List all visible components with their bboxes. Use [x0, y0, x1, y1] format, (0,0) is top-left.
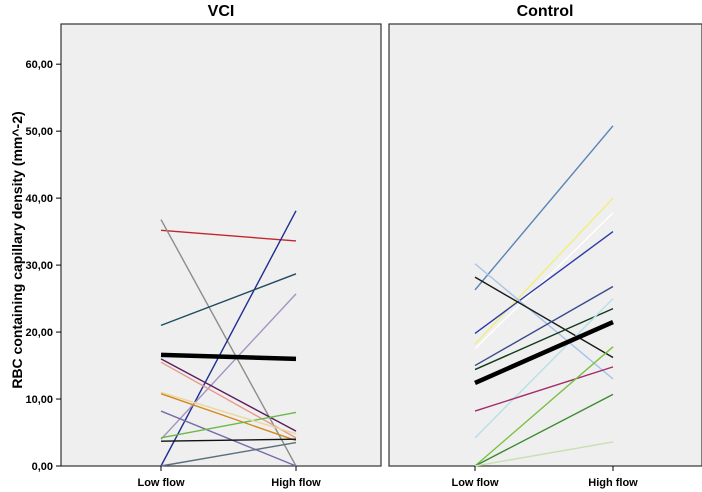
mean-line — [474, 319, 614, 386]
y-tick-label: 50,00 — [25, 126, 53, 138]
series-line — [474, 366, 614, 412]
y-tick-label: 20,00 — [25, 327, 53, 339]
series-line — [160, 411, 297, 439]
series-line — [474, 197, 614, 345]
series-line — [474, 298, 614, 439]
series-line — [160, 229, 297, 242]
y-tick-label: 10,00 — [25, 394, 53, 406]
y-axis-title: RBC containing capillary density (mm^-2) — [9, 111, 25, 388]
panel-title-control: Control — [517, 3, 574, 20]
y-tick-label: 0,00 — [32, 461, 53, 473]
series-line — [474, 393, 614, 467]
plot-area-control — [388, 23, 702, 467]
mean-line — [160, 352, 297, 362]
x-tick-label-high-flow-control: High flow — [588, 477, 638, 489]
series-line — [474, 441, 614, 467]
series-lines-vci — [160, 210, 297, 467]
series-line — [160, 358, 297, 432]
series-line — [160, 391, 297, 435]
y-tick-label: 60,00 — [25, 59, 53, 71]
series-line — [160, 438, 297, 442]
series-line — [160, 273, 297, 327]
y-axis-ticks: 0,00 10,00 20,00 30,00 40,00 50,00 60,00 — [25, 59, 61, 473]
x-tick-label-low-flow-control: Low flow — [451, 477, 498, 489]
series-line — [160, 293, 297, 440]
series-lines-control — [474, 125, 614, 467]
series-line — [160, 361, 297, 439]
series-line — [160, 393, 297, 442]
plot-area-vci — [60, 23, 382, 467]
panel-control: Control Low flow High flow — [388, 3, 702, 489]
series-line — [160, 410, 297, 467]
panel-title-vci: VCI — [208, 3, 235, 20]
series-line — [474, 307, 614, 371]
x-tick-label-low-flow-vci: Low flow — [137, 477, 184, 489]
series-line — [160, 441, 297, 467]
y-tick-label: 30,00 — [25, 260, 53, 272]
series-line — [474, 285, 614, 367]
series-line — [474, 346, 614, 467]
series-line — [474, 276, 614, 359]
y-tick-label: 40,00 — [25, 193, 53, 205]
series-line — [474, 231, 614, 334]
series-line — [160, 210, 297, 467]
series-line — [474, 212, 614, 350]
panel-vci: VCI 0,00 10,00 20,00 30,00 40,00 50,00 60,00 L… — [25, 3, 382, 489]
series-line — [474, 125, 614, 291]
x-tick-label-high-flow-vci: High flow — [271, 477, 321, 489]
series-line — [474, 263, 614, 380]
